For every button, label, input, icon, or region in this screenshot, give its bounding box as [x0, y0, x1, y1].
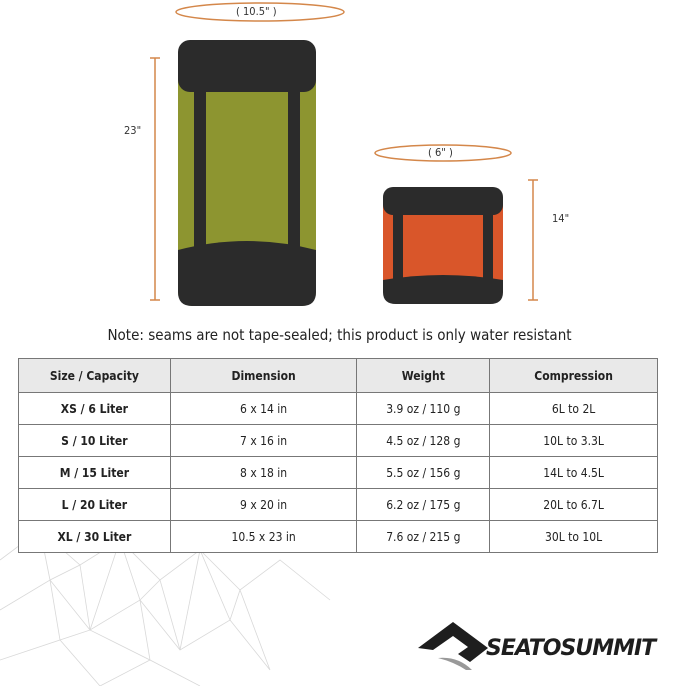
table-row: S / 10 Liter 7 x 16 in 4.5 oz / 128 g 10L t…	[18, 424, 658, 457]
water-resistance-note: Note: seams are not tape-sealed; this pr…	[107, 326, 572, 344]
cell-compression: 10L to 3.3L	[489, 424, 658, 457]
header-dimension: Dimension	[169, 358, 358, 393]
large-bag-width-indicator	[175, 2, 345, 22]
large-height-label: 23"	[124, 124, 142, 137]
table-header-row: Size / Capacity Dimension Weight Compres…	[18, 358, 658, 393]
cell-weight: 4.5 oz / 128 g	[356, 424, 491, 457]
size-spec-table: Size / Capacity Dimension Weight Compres…	[18, 358, 658, 553]
small-bag-width-indicator	[374, 144, 512, 162]
header-weight: Weight	[356, 358, 491, 393]
cell-size: XS / 6 Liter	[18, 392, 171, 425]
cell-size: L / 20 Liter	[18, 488, 171, 521]
header-size: Size / Capacity	[18, 358, 171, 393]
cell-compression: 30L to 10L	[489, 520, 658, 553]
cell-compression: 14L to 4.5L	[489, 456, 658, 489]
cell-weight: 6.2 oz / 175 g	[356, 488, 491, 521]
product-illustration	[150, 2, 538, 306]
cell-compression: 20L to 6.7L	[489, 488, 658, 521]
header-compression: Compression	[489, 358, 658, 393]
cell-compression: 6L to 2L	[489, 392, 658, 425]
cell-dimension: 10.5 x 23 in	[169, 520, 358, 553]
cell-dimension: 8 x 18 in	[169, 456, 358, 489]
geometric-background-pattern	[0, 529, 331, 686]
table-row: XS / 6 Liter 6 x 14 in 3.9 oz / 110 g 6L to…	[18, 392, 658, 425]
small-width-label: ( 6" )	[428, 146, 453, 159]
cell-weight: 5.5 oz / 156 g	[356, 456, 491, 489]
cell-dimension: 7 x 16 in	[169, 424, 358, 457]
large-compression-sack	[178, 40, 316, 306]
cell-size: M / 15 Liter	[18, 456, 171, 489]
cell-size: XL / 30 Liter	[18, 520, 171, 553]
small-height-label: 14"	[552, 212, 570, 225]
cell-weight: 7.6 oz / 215 g	[356, 520, 491, 553]
logo-mark-icon	[418, 622, 488, 670]
small-compression-sack	[383, 187, 503, 304]
cell-dimension: 9 x 20 in	[169, 488, 358, 521]
cell-size: S / 10 Liter	[18, 424, 171, 457]
logo-text: SEATOSUMMIT	[486, 636, 656, 661]
large-bag-height-indicator	[150, 57, 160, 301]
large-width-label: ( 10.5" )	[236, 5, 277, 18]
cell-dimension: 6 x 14 in	[169, 392, 358, 425]
small-bag-height-indicator	[528, 179, 538, 301]
table-row: M / 15 Liter 8 x 18 in 5.5 oz / 156 g 14L t…	[18, 456, 658, 489]
cell-weight: 3.9 oz / 110 g	[356, 392, 491, 425]
table-row: L / 20 Liter 9 x 20 in 6.2 oz / 175 g 20L t…	[18, 488, 658, 521]
sea-to-summit-logo: SEATOSUMMIT	[408, 614, 678, 670]
